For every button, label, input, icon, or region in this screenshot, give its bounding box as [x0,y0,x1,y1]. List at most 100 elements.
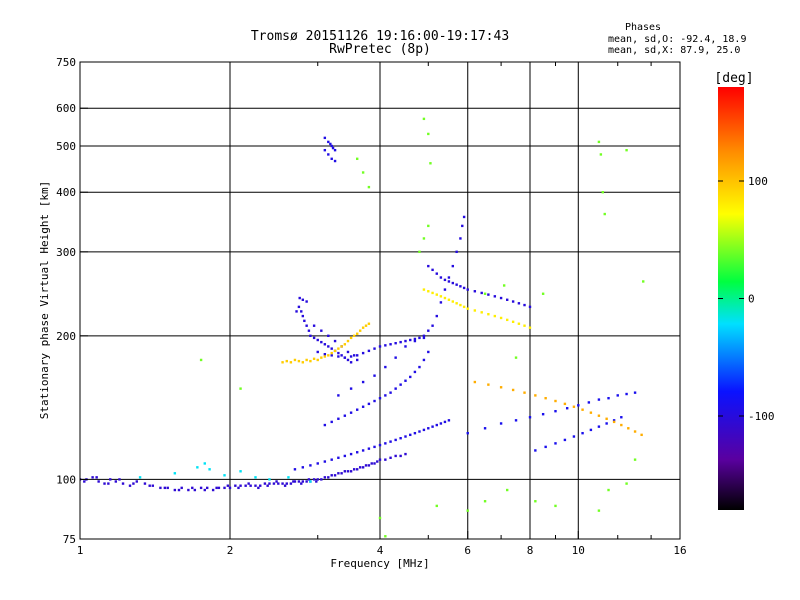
stats-line-o: mean, sd,O: -92.4, 18.9 [608,34,746,45]
data-point [599,153,603,156]
data-point [597,140,601,144]
data-point [620,423,623,427]
data-point [356,408,359,411]
data-point [640,433,643,437]
chart-subtitle: RwPretec (8p) [329,42,431,57]
data-point [493,295,497,298]
data-point [301,298,305,301]
axes: 1 2 4 6 8 10 16 75 100 200 300 400 500 600 750 [56,56,687,557]
data-point [422,237,426,240]
x-tick-label: 2 [227,544,234,557]
data-point [616,394,619,397]
data-point [266,484,269,487]
data-point [346,339,350,343]
data-point [517,322,521,325]
data-point [277,482,280,485]
data-point [329,142,332,146]
data-point [361,351,365,355]
data-point [589,411,593,414]
data-point [451,264,455,268]
data-point [605,422,608,425]
data-point [312,336,316,340]
data-point [307,478,311,481]
data-point [427,224,430,228]
data-point [517,302,521,305]
data-point [309,359,312,363]
data-point [612,420,616,424]
y-tick-label: 200 [56,330,76,343]
data-point [305,358,308,362]
data-point [389,456,392,459]
data-point [603,212,606,216]
data-point [121,482,125,485]
data-point [91,476,94,479]
data-point [422,117,426,121]
data-point [534,500,537,503]
data-point [312,357,316,360]
y-tick-label: 75 [63,533,76,546]
data-point [459,303,462,307]
data-point [254,484,257,487]
data-point [373,347,376,350]
y-axis-label: Stationary phase Virtual Height [km] [38,181,51,419]
data-point [413,339,417,343]
data-point [443,288,447,291]
data-point [642,280,645,283]
data-point [409,338,412,342]
data-point [340,354,343,357]
data-point [511,320,515,323]
data-point [327,153,330,156]
data-point [394,341,397,345]
data-point [554,399,557,403]
data-point [429,162,432,165]
data-point [364,464,368,467]
data-point [563,402,567,406]
data-point [97,480,100,483]
data-point [135,480,138,483]
data-point [323,476,327,479]
x-tick-label: 16 [673,544,686,557]
data-point [447,280,451,283]
data-point [215,486,218,490]
data-point [337,456,340,459]
data-point [272,482,276,485]
data-point [159,486,162,490]
data-point [541,412,545,416]
data-point [285,359,288,363]
data-point [447,298,451,301]
data-point [455,250,458,254]
data-point [544,445,547,449]
data-point [439,422,443,425]
data-point [466,431,469,435]
data-point [320,356,323,359]
data-point [394,438,397,442]
data-point [107,482,110,485]
data-point [443,278,447,282]
data-point [413,337,417,341]
data-point [499,386,503,389]
data-point [528,416,532,419]
data-point [333,159,337,163]
data-point [378,396,382,400]
data-point [330,347,333,350]
data-point [466,288,469,291]
data-point [589,428,593,432]
y-tick-label: 400 [56,186,76,199]
data-point [83,480,86,483]
data-point [554,442,557,445]
data-point [118,478,121,481]
data-point [361,449,365,452]
data-point [143,482,147,485]
data-point [275,480,278,483]
data-point [431,324,434,327]
data-point [451,300,455,303]
y-tick-label: 600 [56,102,76,115]
data-point [309,464,312,467]
data-point [435,504,438,508]
data-point [346,358,350,362]
data-point [323,355,327,358]
data-point [203,488,206,492]
data-point [367,349,371,353]
data-point [633,458,637,461]
